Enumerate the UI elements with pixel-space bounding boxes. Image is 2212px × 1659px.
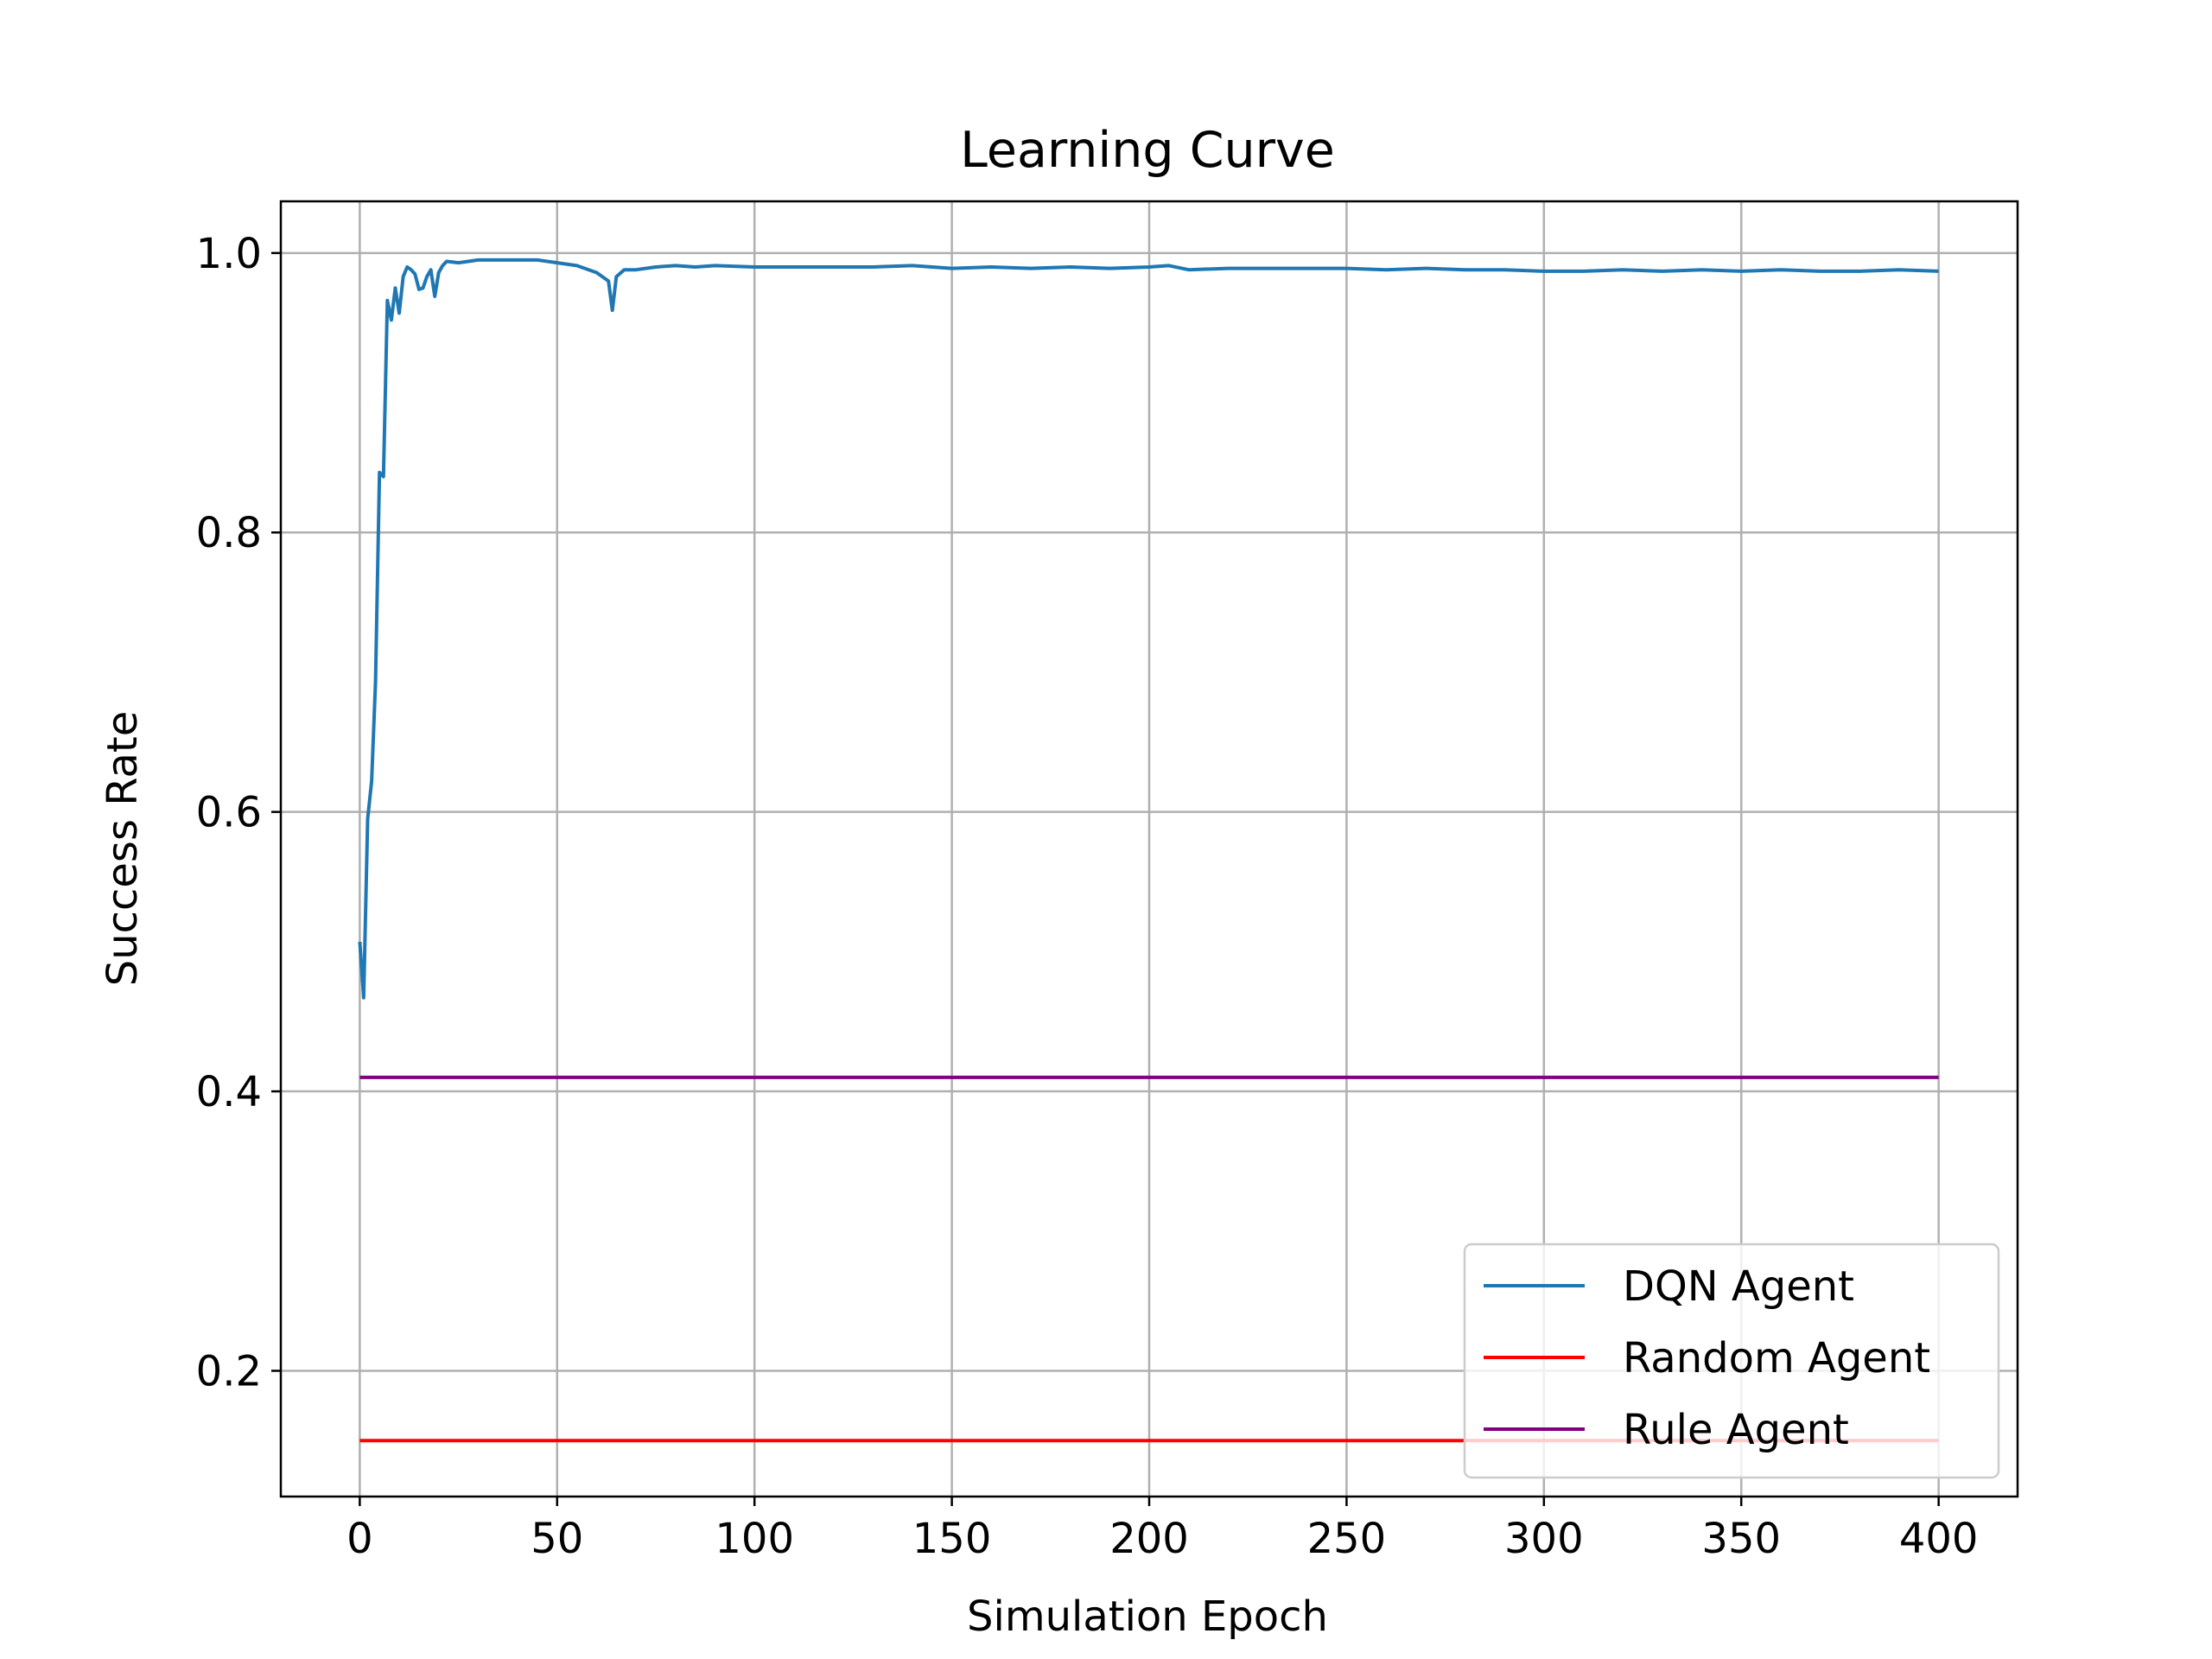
legend-box xyxy=(1463,1243,2000,1479)
y-tick-label: 0.8 xyxy=(196,509,262,557)
y-axis-label: Success Rate xyxy=(99,711,147,987)
x-tick-label: 50 xyxy=(531,1515,583,1563)
series-line-dqn-agent xyxy=(358,257,1939,1000)
x-tick-label: 300 xyxy=(1504,1515,1584,1563)
chart-title: Learning Curve xyxy=(960,122,1335,179)
x-tick-label: 400 xyxy=(1899,1515,1979,1563)
legend: DQN Agent Random Agent Rule Agent xyxy=(1463,1243,2000,1479)
y-tick-label: 0.4 xyxy=(196,1068,262,1116)
y-tick-label: 0.6 xyxy=(196,789,262,837)
x-tick-label: 250 xyxy=(1307,1515,1387,1563)
legend-label-dqn-agent: DQN Agent xyxy=(1623,1262,1854,1311)
y-tick-label: 1.0 xyxy=(196,230,262,278)
y-tick-label: 0.2 xyxy=(196,1347,262,1395)
legend-label-rule-agent: Rule Agent xyxy=(1623,1406,1849,1454)
x-tick-label: 0 xyxy=(346,1515,373,1563)
x-tick-label: 150 xyxy=(912,1515,992,1563)
legend-label-random-agent: Random Agent xyxy=(1623,1334,1930,1382)
axis-ticks: 0 50 100 150 200 250 300 350 400 0.2 0.4 0.6 0.8 1.0 xyxy=(196,230,1979,1563)
x-tick-label: 350 xyxy=(1701,1515,1781,1563)
x-axis-label: Simulation Epoch xyxy=(967,1592,1328,1641)
x-tick-label: 200 xyxy=(1109,1515,1189,1563)
x-tick-label: 100 xyxy=(715,1515,794,1563)
